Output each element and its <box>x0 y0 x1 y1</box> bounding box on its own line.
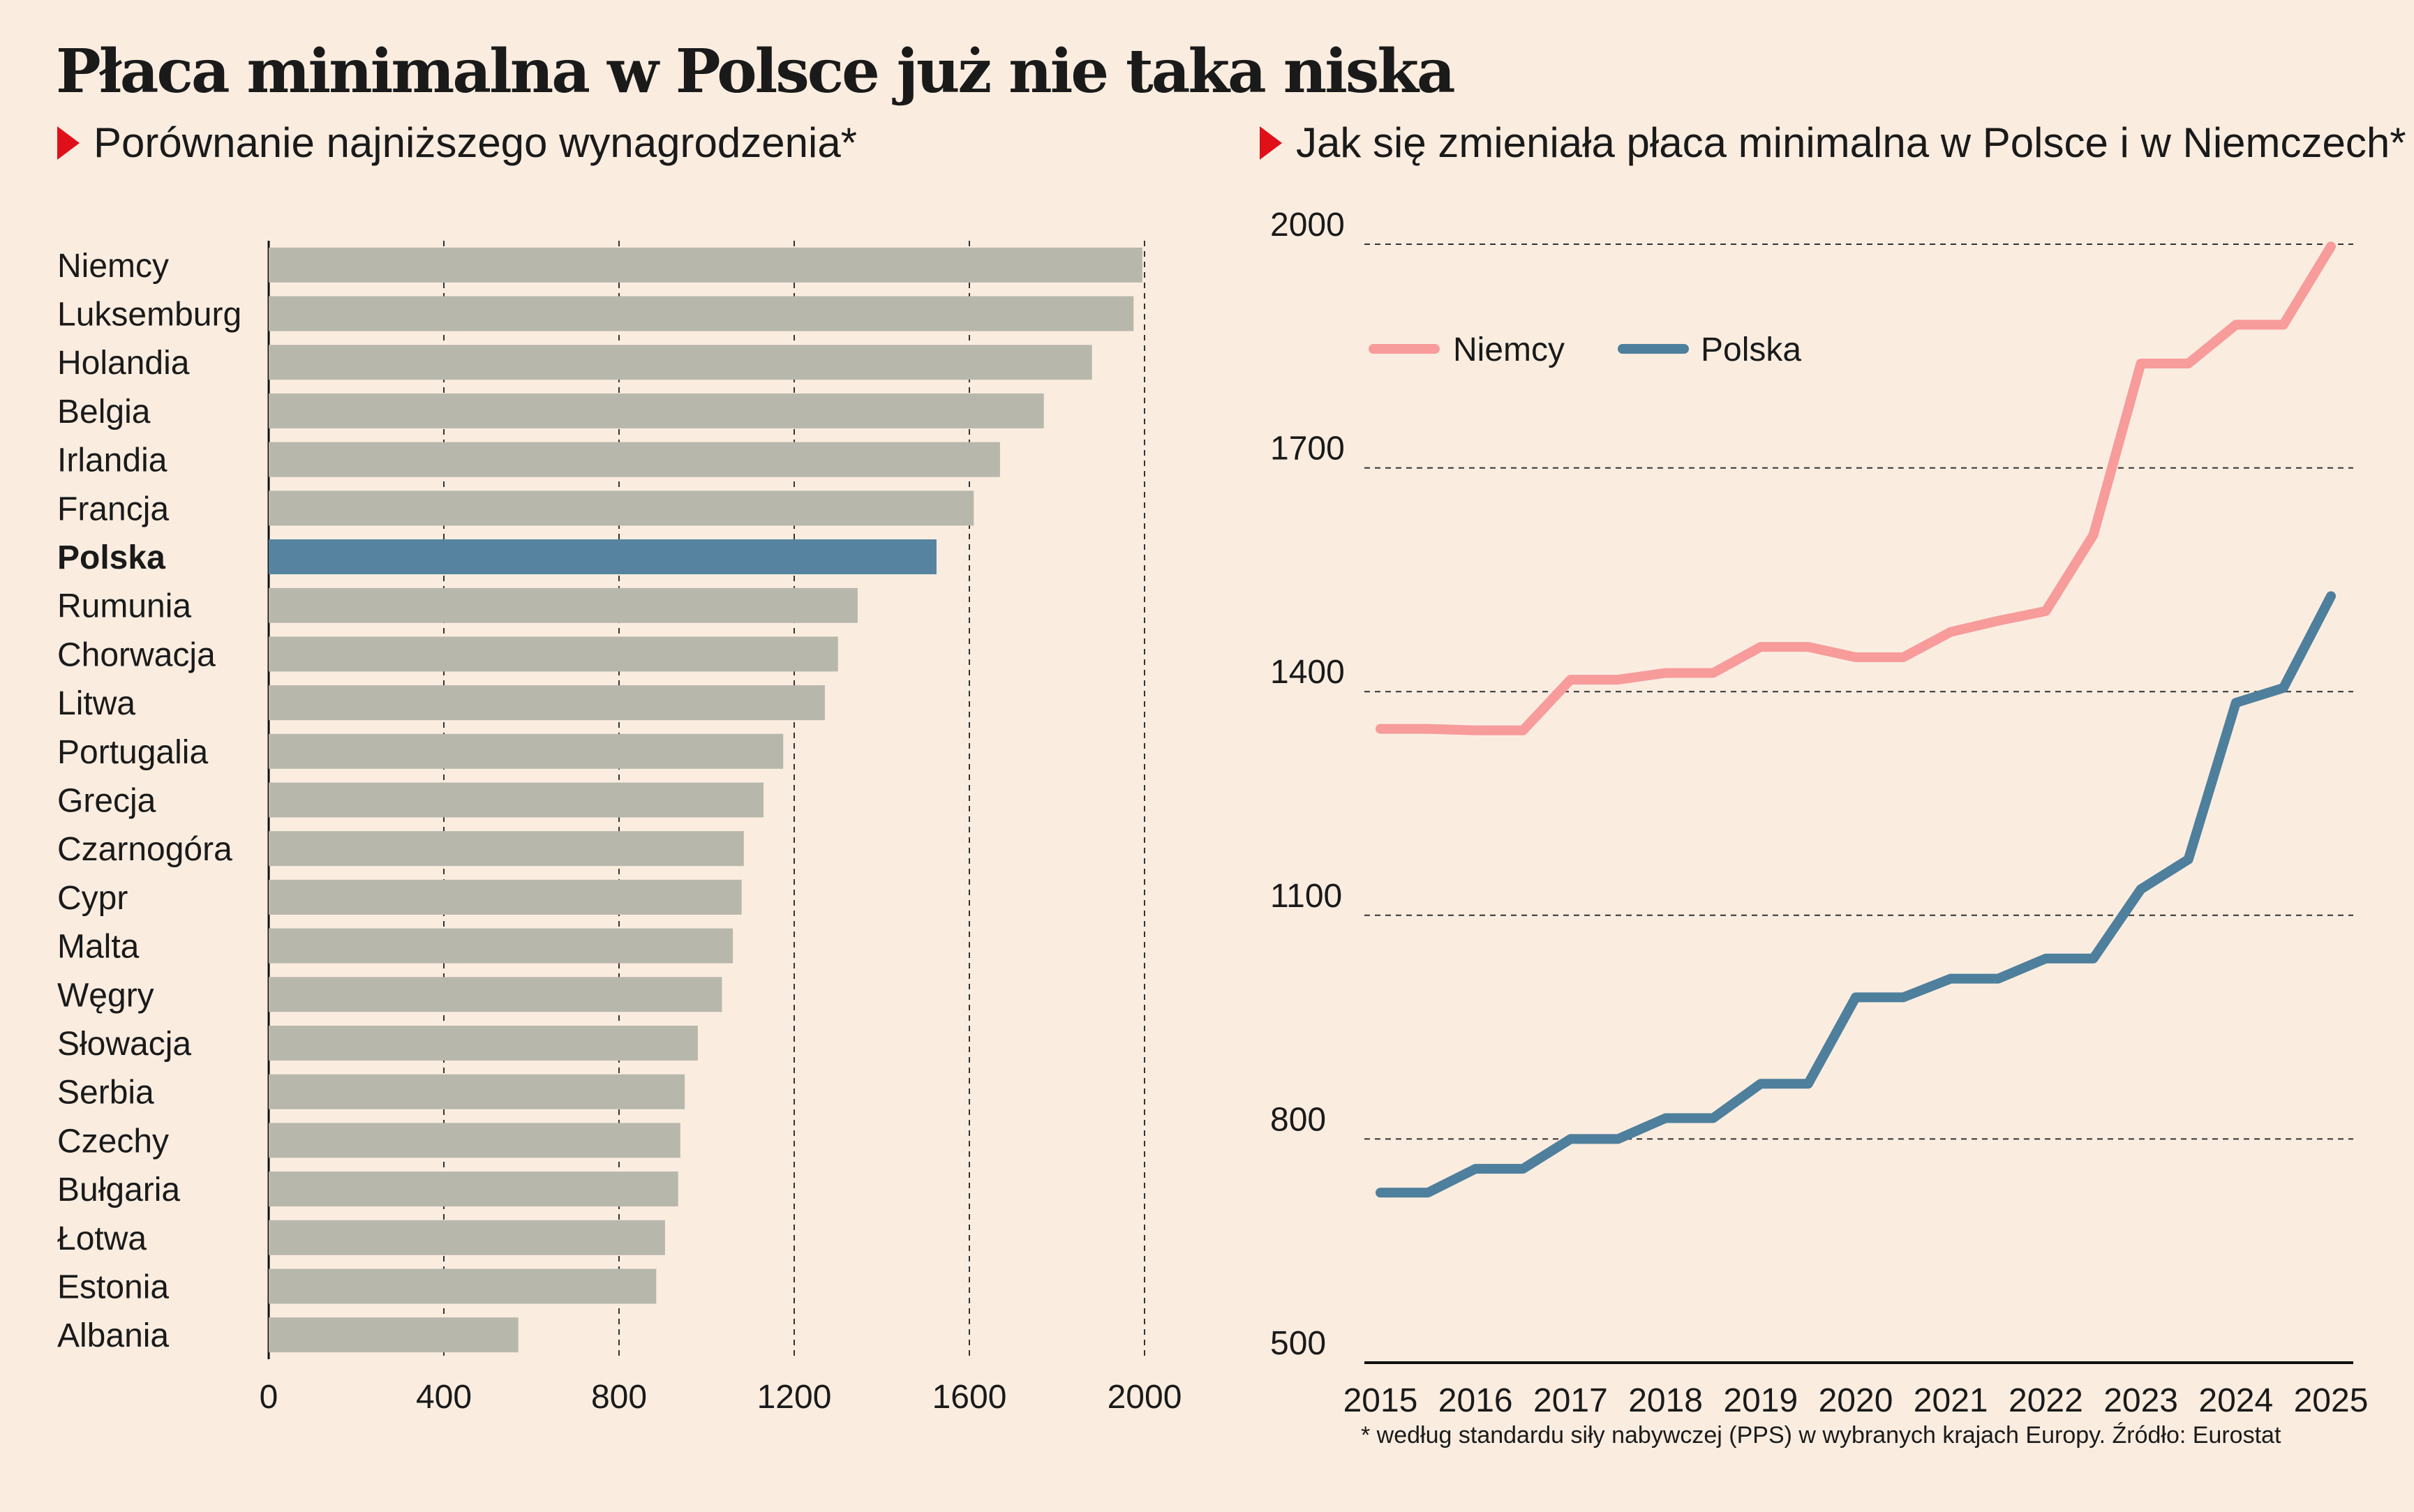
line-x-tick-label: 2024 <box>2198 1382 2273 1419</box>
line-x-tick-label: 2018 <box>1628 1382 1703 1419</box>
line-x-tick-label: 2025 <box>2294 1382 2369 1419</box>
bar-cypr <box>269 879 742 915</box>
line-x-tick-label: 2015 <box>1343 1382 1418 1419</box>
bar-polska <box>269 539 937 575</box>
bar-łotwa <box>269 1220 665 1255</box>
line-x-tick-label: 2016 <box>1438 1382 1513 1419</box>
bar-malta <box>269 928 733 964</box>
line-x-tick-label: 2017 <box>1533 1382 1608 1419</box>
bar-category-label: Holandia <box>57 345 190 382</box>
bar-x-tick-label: 1200 <box>757 1379 832 1416</box>
bar-luksemburg <box>269 296 1134 331</box>
bar-chorwacja <box>269 636 838 672</box>
red-triangle-icon <box>1260 126 1282 160</box>
line-y-tick-label: 500 <box>1270 1325 1326 1362</box>
bar-category-label: Irlandia <box>57 442 167 479</box>
red-triangle-icon <box>57 126 80 160</box>
main-title: Płaca minimalna w Polsce już nie taka ni… <box>56 36 1456 107</box>
legend-label-niemcy: Niemcy <box>1453 331 1565 368</box>
line-chart: 500 800 1100 1400 1700 2000 2015 2016 2017 2018 20… <box>1270 207 2368 1419</box>
bar-niemcy <box>269 247 1142 283</box>
bar-category-label: Słowacja <box>57 1026 191 1063</box>
bar-x-tick-label: 400 <box>416 1379 472 1416</box>
line-chart-subtitle: Jak się zmieniała płaca minimalna w Pols… <box>1260 119 2406 167</box>
bar-rumunia <box>269 587 858 623</box>
bar-category-label: Malta <box>57 929 140 966</box>
bar-słowacja <box>269 1025 698 1061</box>
bar-x-tick-label: 1600 <box>932 1379 1007 1416</box>
bar-category-label: Rumunia <box>57 588 191 625</box>
legend-label-polska: Polska <box>1701 331 1801 368</box>
bar-category-label: Bułgaria <box>57 1172 180 1208</box>
line-y-tick-label: 1700 <box>1270 431 1345 467</box>
bar-category-label: Chorwacja <box>57 636 216 673</box>
bar-x-tick-label: 2000 <box>1108 1379 1182 1416</box>
series-line-niemcy <box>1376 241 2336 735</box>
bar-belgia <box>269 393 1044 428</box>
bar-litwa <box>269 685 825 721</box>
line-y-tick-label: 1400 <box>1270 654 1345 691</box>
bar-chart: Niemcy Luksemburg Holandia Belgia Irlandia Fr… <box>57 241 1182 1416</box>
bar-czechy <box>269 1123 680 1158</box>
bar-category-label: Litwa <box>57 685 135 722</box>
bar-category-label: Czarnogóra <box>57 831 232 868</box>
bar-x-tick-label: 0 <box>260 1379 278 1416</box>
bar-category-label: Luksemburg <box>57 297 241 334</box>
bar-category-label: Węgry <box>57 977 154 1014</box>
bar-czarnogóra <box>269 831 744 867</box>
bar-x-tick-label: 800 <box>591 1379 647 1416</box>
footnote: * według standardu siły nabywczej (PPS) … <box>1361 1422 2281 1449</box>
bar-serbia <box>269 1074 685 1109</box>
bar-chart-title: Porównanie najniższego wynagrodzenia* <box>94 119 858 166</box>
bar-category-label: Polska <box>57 539 165 576</box>
bar-category-label: Portugalia <box>57 734 208 771</box>
bar-category-label: Niemcy <box>57 248 169 285</box>
line-x-tick-label: 2019 <box>1723 1382 1798 1419</box>
line-x-tick-label: 2020 <box>1819 1382 1893 1419</box>
bar-category-label: Estonia <box>57 1268 169 1305</box>
line-x-tick-label: 2022 <box>2009 1382 2083 1419</box>
bar-francja <box>269 491 974 526</box>
bar-category-label: Czechy <box>57 1123 169 1160</box>
bar-albania <box>269 1317 519 1353</box>
line-x-tick-label: 2021 <box>1914 1382 1988 1419</box>
bar-irlandia <box>269 442 1000 477</box>
bar-węgry <box>269 977 722 1012</box>
line-y-tick-label: 800 <box>1270 1101 1326 1138</box>
bar-portugalia <box>269 733 784 769</box>
bar-category-label: Łotwa <box>57 1220 147 1257</box>
bar-grecja <box>269 782 764 818</box>
bar-estonia <box>269 1268 657 1304</box>
bar-category-label: Francja <box>57 491 169 527</box>
line-y-tick-label: 1100 <box>1270 878 1342 915</box>
bar-category-label: Albania <box>57 1317 169 1354</box>
bar-holandia <box>269 345 1092 380</box>
line-x-tick-label: 2023 <box>2103 1382 2178 1419</box>
line-chart-title: Jak się zmieniała płaca minimalna w Pols… <box>1296 119 2406 166</box>
bar-category-label: Cypr <box>57 880 128 917</box>
series-line-polska <box>1376 591 2336 1198</box>
bar-category-label: Belgia <box>57 394 151 431</box>
bar-category-label: Grecja <box>57 783 156 820</box>
bar-category-label: Serbia <box>57 1075 154 1111</box>
line-y-tick-label: 2000 <box>1270 207 1345 244</box>
bar-chart-subtitle: Porównanie najniższego wynagrodzenia* <box>57 119 857 167</box>
bar-bułgaria <box>269 1172 678 1207</box>
